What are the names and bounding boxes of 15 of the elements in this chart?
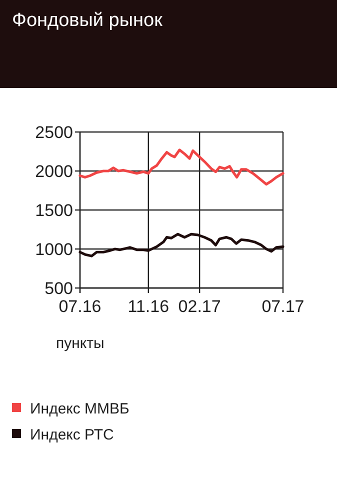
y-tick-label: 1500 [35,200,73,220]
y-tick-label: 2000 [35,162,73,181]
line-series [78,148,284,186]
y-axis-title: пункты [56,335,104,352]
legend-label: Индекс РТС [30,426,114,444]
x-tick-label: 02.17 [178,297,221,316]
y-tick-label: 500 [44,278,73,298]
x-tick-label: 07.17 [262,297,304,316]
y-tick-label: 2500 [35,122,73,142]
legend-label: Индекс ММВБ [30,400,130,418]
line-series [78,232,284,258]
y-tick-label: 1000 [35,240,73,259]
x-tick-label: 11.16 [128,297,170,316]
x-tick-label: 07.16 [58,297,102,316]
chart-title: Фондовый рынок [12,10,164,31]
